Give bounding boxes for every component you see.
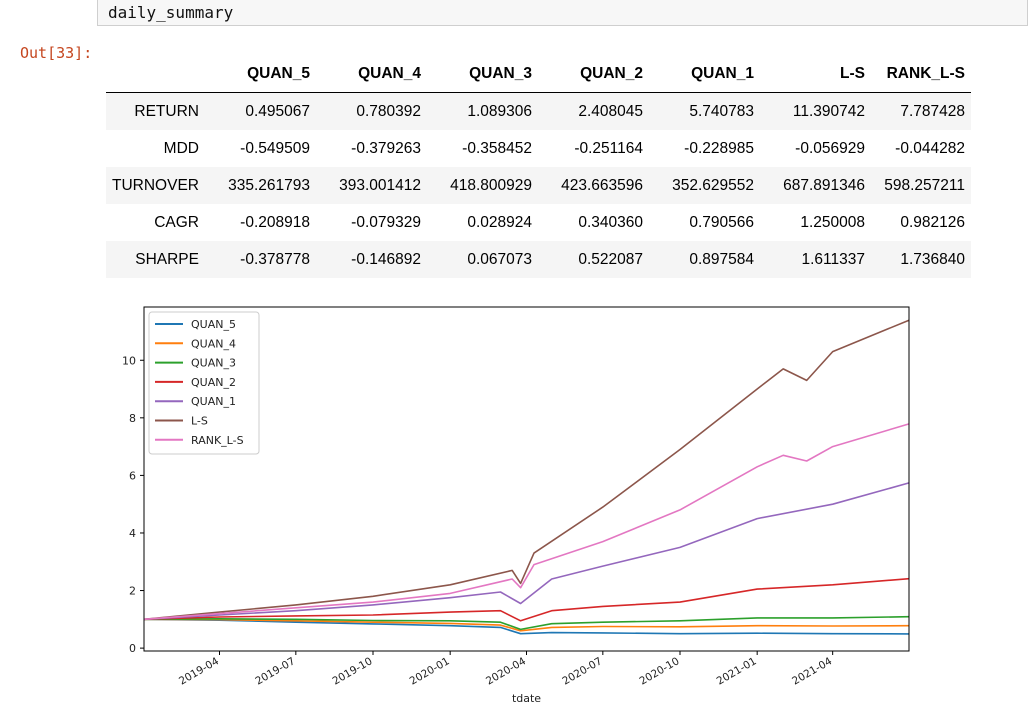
column-header: QUAN_2 <box>537 55 649 93</box>
table-cell: 7.787428 <box>900 102 965 120</box>
y-tick-label: 10 <box>122 354 136 367</box>
table-cell: 1.250008 <box>800 213 865 231</box>
x-tick-label: 2020-04 <box>484 655 528 687</box>
y-tick-label: 2 <box>129 585 136 598</box>
series-line-quan_5 <box>143 618 910 635</box>
table-cell: 598.257211 <box>884 176 965 194</box>
table-cell: -0.379263 <box>351 139 421 157</box>
table-cell: 11.390742 <box>792 102 865 120</box>
table-cell: 0.780392 <box>356 102 421 120</box>
table-cell: 1.089306 <box>467 102 532 120</box>
legend-label: QUAN_3 <box>191 357 236 370</box>
table-cell: 418.800929 <box>450 176 532 194</box>
table-cell: 0.028924 <box>467 213 532 231</box>
table-cell: -0.044282 <box>895 139 965 157</box>
x-tick-label: 2020-01 <box>408 655 452 687</box>
table-cell: -0.251164 <box>574 139 643 157</box>
table-header-row: QUAN_5 QUAN_4 QUAN_3 QUAN_2 QUAN_1 L-S R… <box>106 55 971 93</box>
column-header: QUAN_5 <box>204 55 316 93</box>
series-line-quan_4 <box>143 618 910 632</box>
series-line-quan_2 <box>143 577 910 622</box>
table-cell: 423.663596 <box>561 176 643 194</box>
row-label: RETURN <box>134 102 199 120</box>
x-tick-label: 2020-10 <box>638 655 682 687</box>
row-label: CAGR <box>154 213 199 231</box>
column-header: QUAN_4 <box>315 55 427 93</box>
legend-label: QUAN_5 <box>191 318 236 331</box>
series-line-l-s <box>143 319 910 621</box>
x-tick-label: 2019-07 <box>253 655 297 687</box>
table-cell: -0.079329 <box>351 213 421 231</box>
column-header: L-S <box>759 55 871 93</box>
table-cell: 5.740783 <box>689 102 754 120</box>
table-cell: -0.228985 <box>684 139 754 157</box>
x-tick-label: 2021-01 <box>715 655 759 687</box>
column-header: QUAN_3 <box>426 55 538 93</box>
table-cell: 0.522087 <box>578 250 643 268</box>
legend-box <box>148 311 260 455</box>
table-cell: 1.736840 <box>900 250 965 268</box>
table-cell: -0.056929 <box>795 139 865 157</box>
table-cell: 0.067073 <box>467 250 532 268</box>
legend-label: QUAN_1 <box>191 395 236 408</box>
table-cell: -0.208918 <box>240 213 310 231</box>
y-tick-label: 4 <box>129 527 136 540</box>
output-prompt: Out[33]: <box>20 44 93 62</box>
x-tick-label: 2021-04 <box>790 655 834 687</box>
row-label: SHARPE <box>135 250 199 268</box>
table-cell: -0.549509 <box>240 139 310 157</box>
table-cell: 393.001412 <box>339 176 421 194</box>
y-tick-label: 6 <box>129 469 136 482</box>
table-cell: 352.629552 <box>672 176 754 194</box>
table-cell: 1.611337 <box>801 250 865 268</box>
x-tick-label: 2020-07 <box>560 655 604 687</box>
column-header: QUAN_1 <box>648 55 760 93</box>
table-cell: 0.340360 <box>578 213 643 231</box>
line-chart: 0 2 4 6 8 10 2019-04 2019-07 2019-10 2020-01 2020-… <box>122 306 910 705</box>
legend-label: RANK_L-S <box>191 434 244 447</box>
table-cell: -0.378778 <box>240 250 310 268</box>
summary-table: QUAN_5 QUAN_4 QUAN_3 QUAN_2 QUAN_1 L-S R… <box>106 55 971 278</box>
y-tick-label: 8 <box>129 412 136 425</box>
y-tick-label: 0 <box>129 642 136 655</box>
series-line-quan_3 <box>143 615 910 631</box>
column-header: RANK_L-S <box>870 55 971 93</box>
table-cell: 0.897584 <box>689 250 754 268</box>
code-text: daily_summary <box>108 3 234 22</box>
table-cell: -0.146892 <box>351 250 421 268</box>
input-cell[interactable]: daily_summary <box>97 0 1028 26</box>
legend-label: L-S <box>191 415 208 428</box>
table-row: RETURN 0.495067 0.780392 1.089306 2.4080… <box>106 92 971 130</box>
table-cell: 0.982126 <box>900 213 965 231</box>
table-cell: 2.408045 <box>578 102 643 120</box>
table-row: SHARPE -0.378778 -0.146892 0.067073 0.52… <box>106 241 971 278</box>
series-line-quan_1 <box>143 482 910 621</box>
table-cell: 0.790566 <box>689 213 754 231</box>
x-tick-label: 2019-04 <box>177 655 221 687</box>
table-row: TURNOVER 335.261793 393.001412 418.80092… <box>106 167 971 204</box>
table-cell: 335.261793 <box>228 176 310 194</box>
x-axis-label: tdate <box>512 692 541 705</box>
series-line-rank_l-s <box>143 423 910 621</box>
row-label: TURNOVER <box>112 176 199 194</box>
x-tick-label: 2019-10 <box>330 655 374 687</box>
table-row: CAGR -0.208918 -0.079329 0.028924 0.3403… <box>106 204 971 241</box>
row-label: MDD <box>163 139 199 157</box>
index-header <box>106 55 205 93</box>
table-cell: 687.891346 <box>783 176 865 194</box>
table-cell: -0.358452 <box>462 139 532 157</box>
legend-label: QUAN_4 <box>191 337 236 350</box>
table-row: MDD -0.549509 -0.379263 -0.358452 -0.251… <box>106 130 971 167</box>
table-cell: 0.495067 <box>245 102 310 120</box>
legend-label: QUAN_2 <box>191 376 236 389</box>
